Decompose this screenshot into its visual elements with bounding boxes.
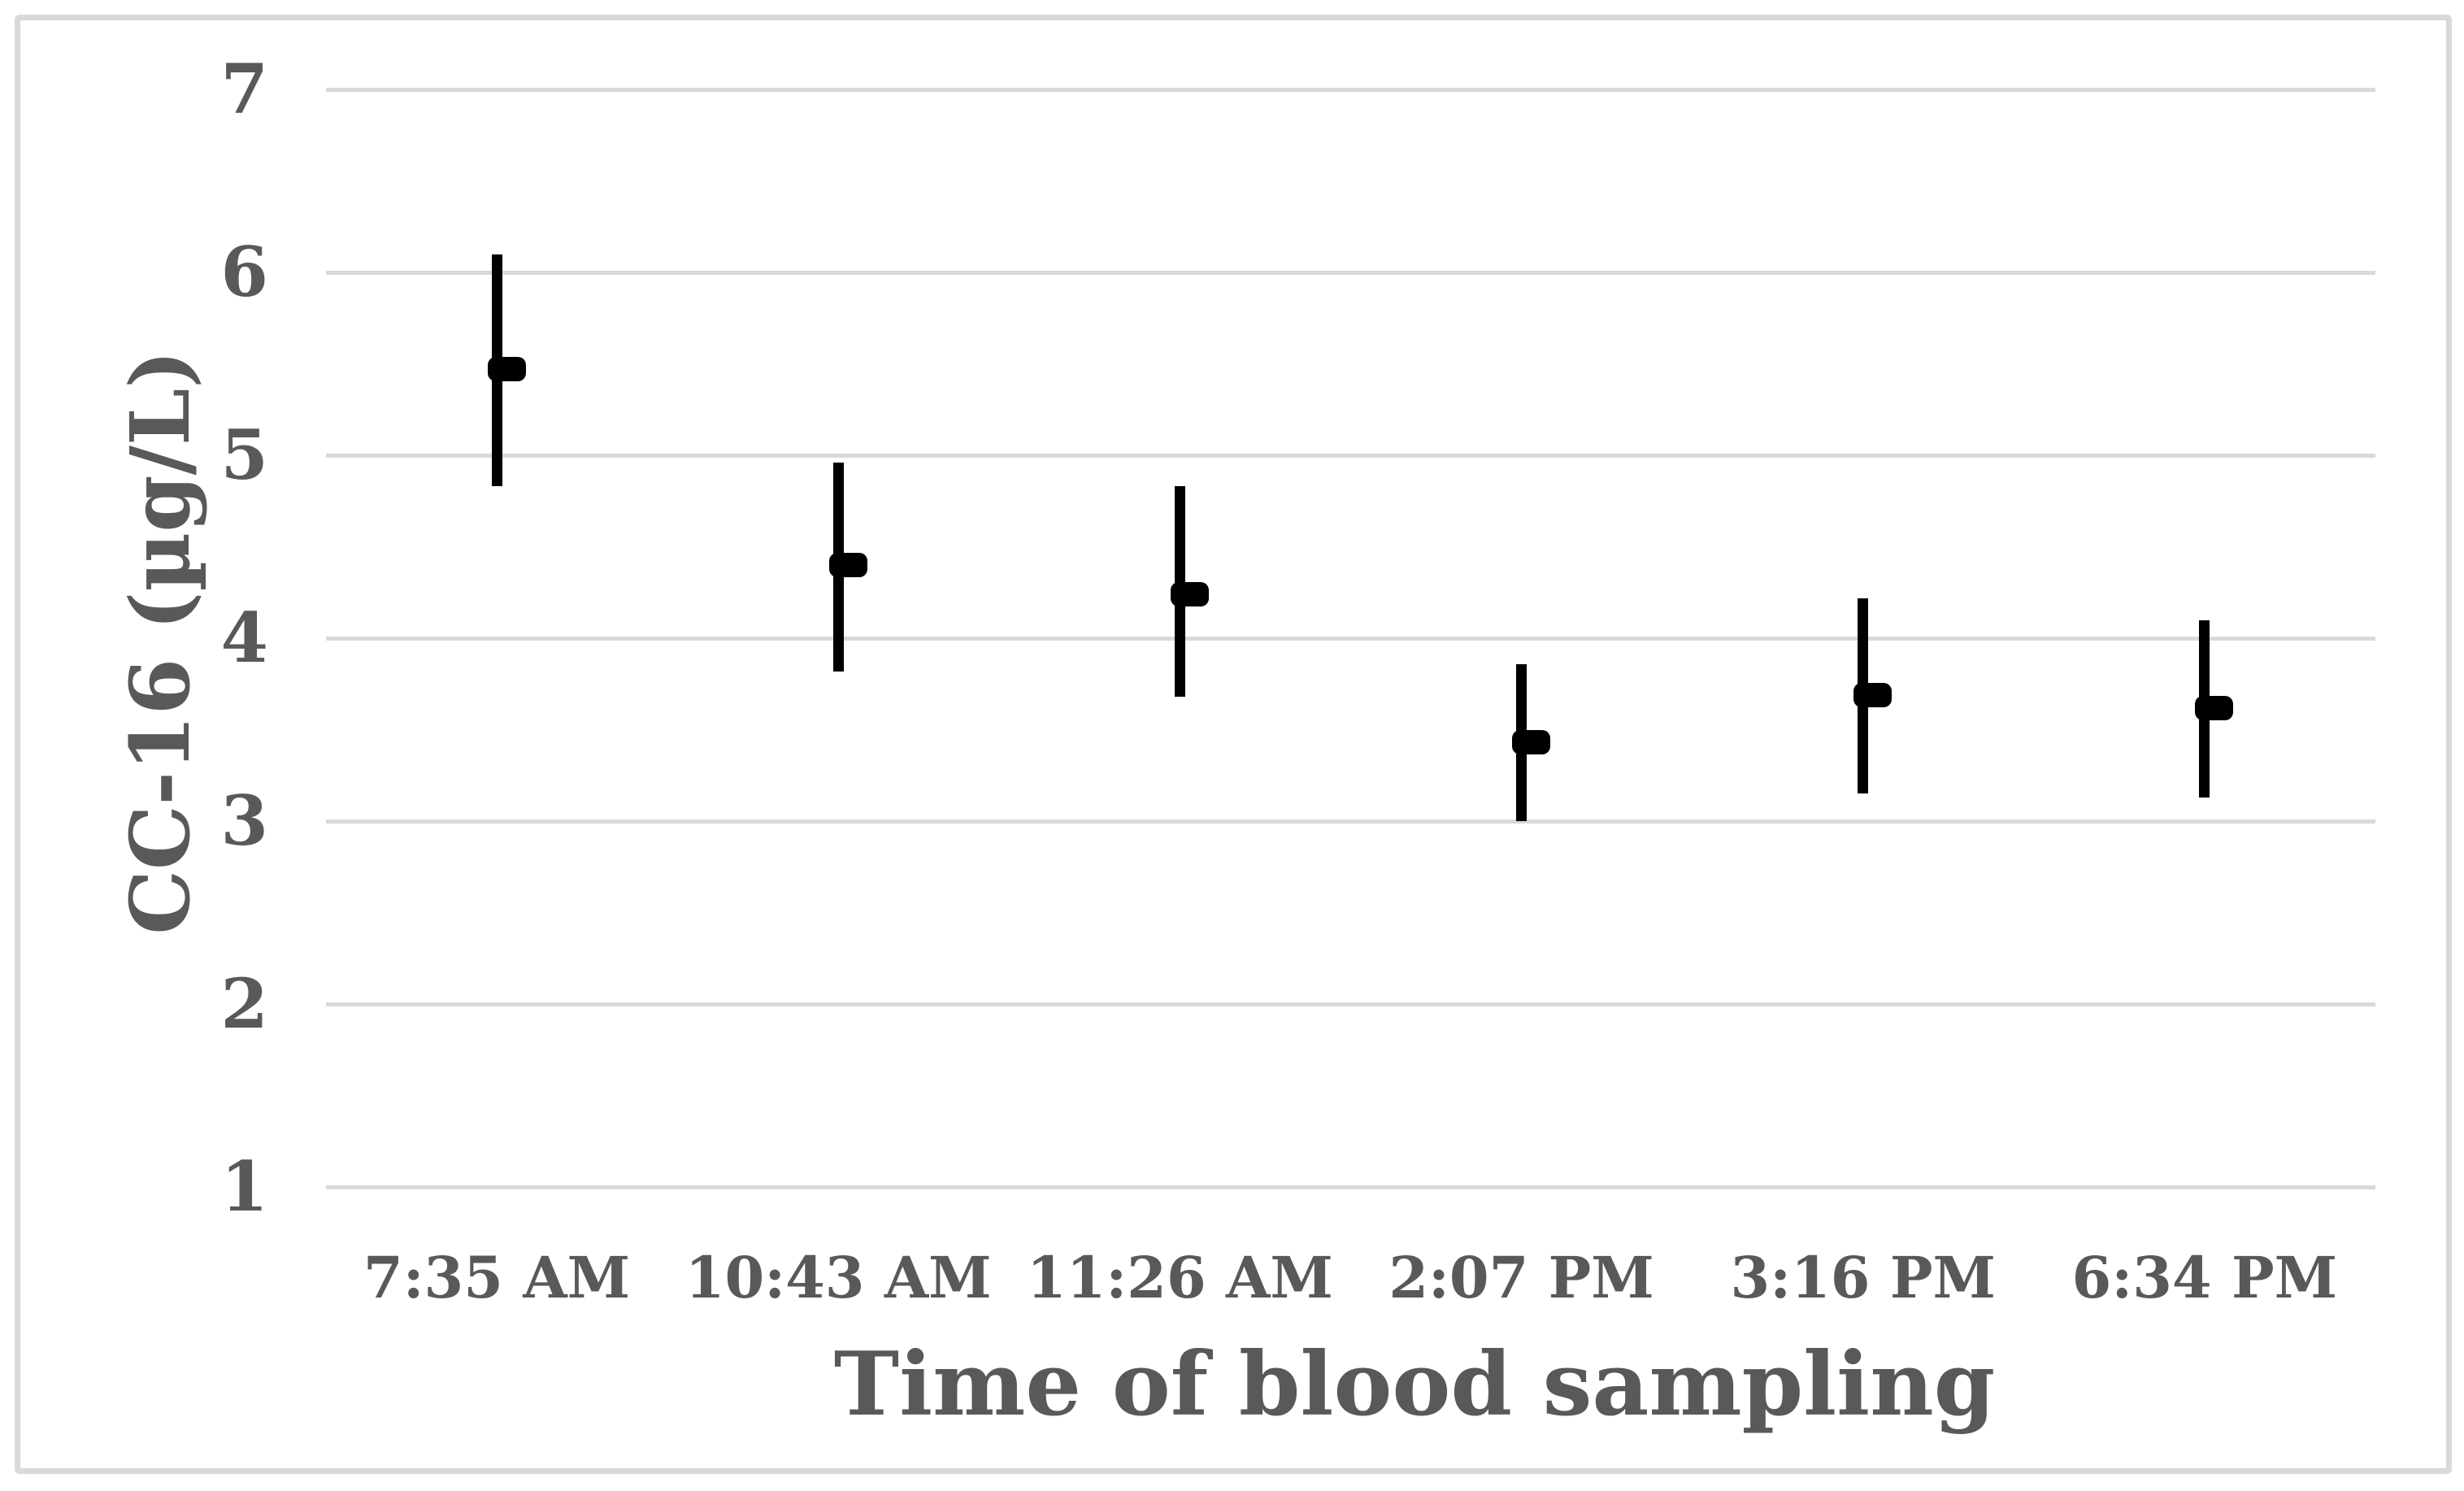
gridline-y-6	[326, 270, 2375, 275]
gridline-y-2	[326, 1002, 2375, 1006]
y-tick-label: 1	[220, 1146, 268, 1227]
gridline-y-5	[326, 453, 2375, 458]
y-tick-label: 6	[220, 232, 268, 312]
gridline-y-1	[326, 1185, 2375, 1189]
mean-marker	[1170, 582, 1209, 606]
mean-marker	[487, 357, 526, 382]
y-tick-label: 7	[220, 49, 268, 129]
y-tick-label: 3	[220, 780, 268, 861]
mean-marker	[828, 553, 867, 577]
chart-frame	[15, 15, 2452, 1474]
gridline-y-3	[326, 819, 2375, 824]
y-tick-label: 4	[220, 598, 268, 678]
x-tick-label: 6:34 PM	[2071, 1244, 2338, 1311]
x-tick-label: 11:26 AM	[1026, 1244, 1333, 1311]
x-axis-title: Time of blood sampling	[833, 1333, 1996, 1436]
mean-marker	[1853, 682, 1893, 707]
x-tick-label: 2:07 PM	[1388, 1244, 1654, 1311]
gridline-y-7	[326, 87, 2375, 92]
mean-marker	[2195, 695, 2234, 720]
gridline-y-4	[326, 636, 2375, 641]
x-tick-label: 3:16 PM	[1730, 1244, 1996, 1311]
y-axis-title: CC-16 (µg/L)	[112, 350, 208, 935]
y-tick-label: 2	[220, 963, 268, 1044]
x-tick-label: 10:43 AM	[684, 1244, 992, 1311]
x-tick-label: 7:35 AM	[363, 1244, 631, 1311]
mean-marker	[1512, 730, 1551, 755]
y-tick-label: 5	[220, 415, 268, 495]
